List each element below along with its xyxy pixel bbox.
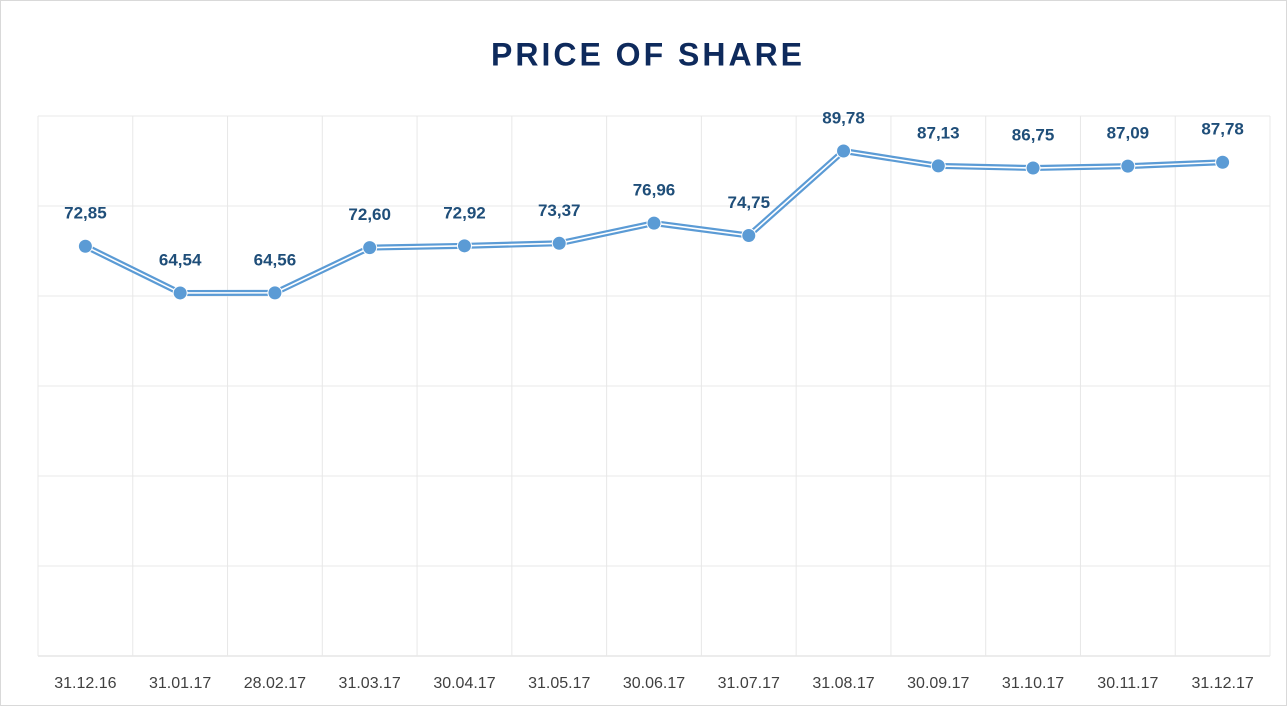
chart-title: PRICE OF SHARE (491, 36, 805, 72)
marker (172, 285, 188, 301)
x-tick-label: 31.01.17 (149, 675, 211, 692)
x-tick-label: 31.12.16 (54, 675, 116, 692)
data-label: 73,37 (538, 201, 581, 220)
x-tick-label: 31.05.17 (528, 675, 590, 692)
marker (456, 238, 472, 254)
marker (930, 158, 946, 174)
marker (1025, 160, 1041, 176)
x-tick-label: 30.04.17 (433, 675, 495, 692)
marker (77, 238, 93, 254)
x-tick-label: 30.09.17 (907, 675, 969, 692)
data-label: 87,09 (1107, 124, 1150, 143)
data-label: 64,54 (159, 250, 202, 269)
data-label: 86,75 (1012, 126, 1055, 145)
data-label: 64,56 (254, 250, 297, 269)
x-tick-label: 31.12.17 (1191, 675, 1253, 692)
marker (646, 215, 662, 231)
x-tick-label: 31.10.17 (1002, 675, 1064, 692)
marker (362, 240, 378, 256)
x-tick-label: 31.08.17 (812, 675, 874, 692)
marker (1120, 158, 1136, 174)
data-label: 72,85 (64, 204, 107, 223)
marker (267, 285, 283, 301)
data-label: 87,78 (1201, 120, 1244, 139)
x-tick-label: 30.06.17 (623, 675, 685, 692)
data-label: 72,60 (348, 205, 391, 224)
marker (551, 235, 567, 251)
data-label: 74,75 (727, 193, 770, 212)
data-label: 76,96 (633, 181, 676, 200)
x-tick-label: 31.07.17 (718, 675, 780, 692)
marker (1215, 154, 1231, 170)
data-label: 89,78 (822, 108, 865, 127)
marker (741, 228, 757, 244)
data-label: 72,92 (443, 203, 486, 222)
x-tick-label: 31.03.17 (339, 675, 401, 692)
data-label: 87,13 (917, 123, 960, 142)
x-tick-label: 30.11.17 (1097, 675, 1158, 692)
x-tick-label: 28.02.17 (244, 675, 306, 692)
marker (836, 143, 852, 159)
